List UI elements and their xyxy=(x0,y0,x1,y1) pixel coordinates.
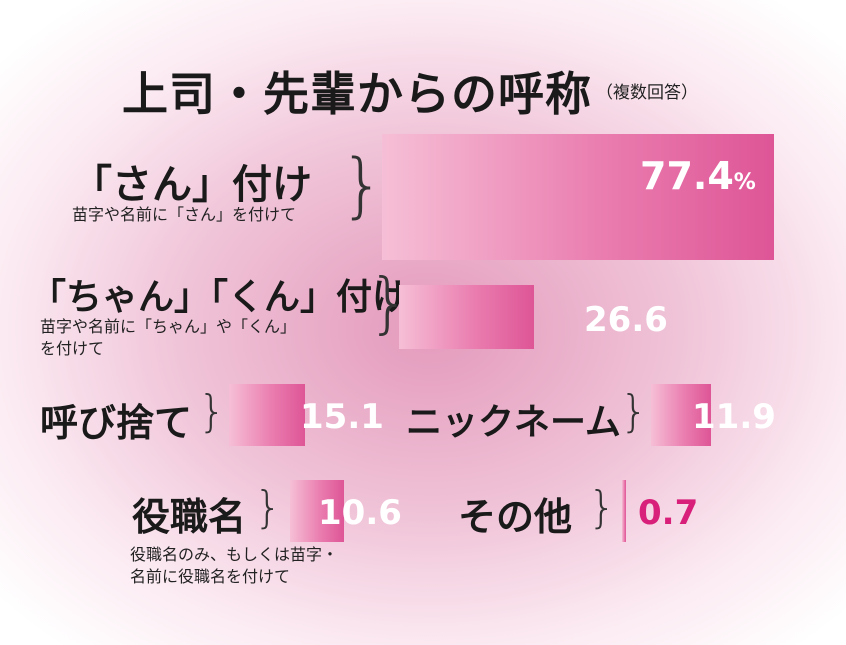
brace-icon: } xyxy=(588,482,616,533)
category-label-yobisute: 呼び捨て xyxy=(40,401,193,445)
brace-icon: } xyxy=(340,144,385,226)
category-desc-yakushoku-2: 名前に役職名を付けて xyxy=(130,567,291,586)
category-label-sonota: その他 xyxy=(458,495,573,539)
brace-icon: } xyxy=(198,386,226,437)
category-desc-yakushoku-1: 役職名のみ、もしくは苗字・ xyxy=(130,545,339,564)
value-label-nickname: 11.9 xyxy=(692,397,776,437)
chart-title: 上司・先輩からの呼称 xyxy=(122,67,592,121)
category-label-nickname: ニックネーム xyxy=(406,402,621,443)
bar-yobisute xyxy=(229,384,306,446)
brace-icon: } xyxy=(254,482,282,533)
category-desc-chan-kun-1: 苗字や名前に「ちゃん」や「くん」 xyxy=(40,317,297,336)
bar-sonota xyxy=(622,480,626,542)
category-desc-san: 苗字や名前に「さん」を付けて xyxy=(72,205,297,224)
value-label-sonota: 0.7 xyxy=(638,493,699,533)
bar-san xyxy=(382,134,774,260)
brace-icon: } xyxy=(620,386,648,437)
category-label-chan-kun: 「ちゃん」「くん」付け xyxy=(30,277,409,318)
bar-yakushoku xyxy=(290,480,344,542)
value-label-chan-kun: 26.6 xyxy=(584,300,668,340)
category-label-san: 「さん」付け xyxy=(72,162,312,208)
chart-subtitle: （複数回答） xyxy=(596,83,698,103)
bar-nickname xyxy=(651,384,712,446)
value-label-yakushoku: 10.6 xyxy=(318,493,402,533)
value-label-yobisute: 15.1 xyxy=(300,397,384,437)
category-desc-chan-kun-2: を付けて xyxy=(40,339,105,358)
bar-chan-kun xyxy=(399,285,534,349)
value-label-san: 77.4% xyxy=(640,154,756,198)
category-label-yakushoku: 役職名 xyxy=(132,495,247,539)
